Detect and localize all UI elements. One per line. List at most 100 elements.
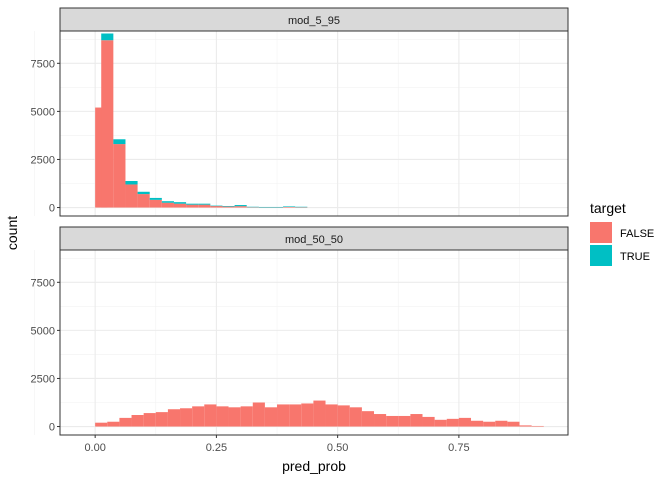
bar-false — [222, 206, 235, 208]
bar-true — [222, 206, 235, 207]
bar-false — [149, 199, 162, 208]
bar-false — [204, 404, 217, 427]
y-tick-label: 2500 — [31, 373, 55, 385]
bar-false — [531, 425, 544, 427]
bar-true — [173, 202, 187, 204]
bar-false — [119, 417, 132, 427]
bar-false — [289, 404, 302, 427]
bar-false — [228, 407, 241, 427]
bar-true — [246, 206, 259, 208]
bar-false — [101, 40, 114, 208]
y-tick-label: 2500 — [31, 154, 55, 166]
bar-false — [519, 425, 532, 427]
bar-false — [483, 421, 496, 427]
bar-false — [313, 400, 326, 427]
bar-false — [325, 404, 338, 427]
grid-top — [34, 31, 568, 216]
bar-false — [107, 421, 120, 427]
bar-false — [458, 417, 472, 427]
bar-true — [149, 197, 162, 200]
y-tick-label: 7500 — [31, 277, 55, 289]
bar-true — [125, 181, 138, 185]
bar-true — [258, 206, 271, 208]
legend-label-true: TRUE — [620, 251, 650, 263]
strip-label-top: mod_5_95 — [288, 15, 340, 27]
bar-false — [295, 207, 308, 208]
bar-false — [277, 404, 290, 427]
panel-bottom: mod_50_50 0 2500 5000 7500 0.00 0.25 0.50 0.75 — [31, 226, 569, 454]
legend-key-false — [590, 222, 612, 243]
grid-bottom — [34, 250, 568, 435]
legend-key-true — [590, 245, 612, 266]
bar-false — [167, 409, 181, 427]
y-tick-label: 0 — [49, 203, 55, 215]
bar-false — [113, 144, 126, 208]
bar-false — [264, 407, 278, 427]
plot-border-bottom — [59, 249, 569, 436]
bar-false — [155, 412, 168, 427]
bar-false — [434, 419, 447, 427]
bar-true — [137, 191, 150, 195]
bar-false — [410, 414, 423, 427]
y-tick-label: 0 — [49, 422, 55, 434]
bar-true — [113, 139, 126, 145]
legend-label-false: FALSE — [620, 228, 654, 240]
x-tick-label: 0.75 — [448, 442, 469, 454]
bar-false — [173, 203, 187, 208]
bar-false — [216, 406, 229, 427]
bar-false — [507, 421, 520, 427]
bar-false — [283, 206, 296, 208]
bar-false — [422, 416, 435, 427]
bar-false — [131, 415, 144, 427]
y-tick-label: 5000 — [31, 325, 55, 337]
panel-top: mod_5_95 0 2500 5000 7500 — [31, 7, 569, 217]
bar-false — [349, 407, 362, 427]
bars-top — [95, 33, 308, 208]
legend: target FALSE TRUE — [590, 200, 654, 266]
bar-false — [301, 403, 314, 427]
bar-false — [234, 206, 247, 208]
bar-false — [471, 420, 484, 427]
bar-true — [186, 203, 199, 205]
bar-true — [270, 206, 284, 208]
bar-false — [446, 418, 459, 427]
bars-bottom — [95, 400, 544, 427]
y-ticks-top: 0 2500 5000 7500 — [31, 58, 60, 215]
bar-false — [240, 406, 253, 427]
x-tick-label: 0.25 — [206, 442, 227, 454]
bar-false — [252, 402, 265, 427]
bar-false — [192, 406, 205, 427]
bar-false — [210, 206, 223, 208]
bar-false — [386, 415, 399, 427]
bar-false — [180, 408, 193, 427]
bar-true — [210, 205, 223, 207]
bar-false — [337, 405, 350, 427]
bar-false — [161, 202, 174, 208]
bar-false — [95, 422, 108, 427]
x-tick-label: 0.00 — [84, 442, 105, 454]
y-ticks-bottom: 0 2500 5000 7500 — [31, 277, 60, 434]
bar-false — [495, 420, 508, 427]
bar-true — [198, 203, 211, 205]
legend-title: target — [590, 200, 626, 216]
bar-false — [186, 204, 199, 208]
x-tick-label: 0.50 — [327, 442, 348, 454]
bar-true — [295, 206, 308, 208]
bar-false — [398, 415, 411, 427]
bar-false — [361, 411, 375, 427]
bar-true — [161, 201, 174, 203]
bar-true — [101, 33, 114, 41]
x-axis-title: pred_prob — [282, 458, 346, 474]
plot-border-top — [59, 30, 569, 217]
plot-bg-top — [60, 31, 568, 216]
bar-true — [283, 206, 296, 207]
strip-label-bottom: mod_50_50 — [285, 234, 343, 246]
bar-false — [143, 413, 156, 427]
bar-false — [125, 184, 138, 208]
y-axis-title: count — [4, 216, 20, 250]
y-tick-label: 7500 — [31, 58, 55, 70]
bar-false — [374, 414, 387, 427]
x-ticks-bottom: 0.00 0.25 0.50 0.75 — [84, 435, 470, 454]
bar-false — [137, 194, 150, 208]
